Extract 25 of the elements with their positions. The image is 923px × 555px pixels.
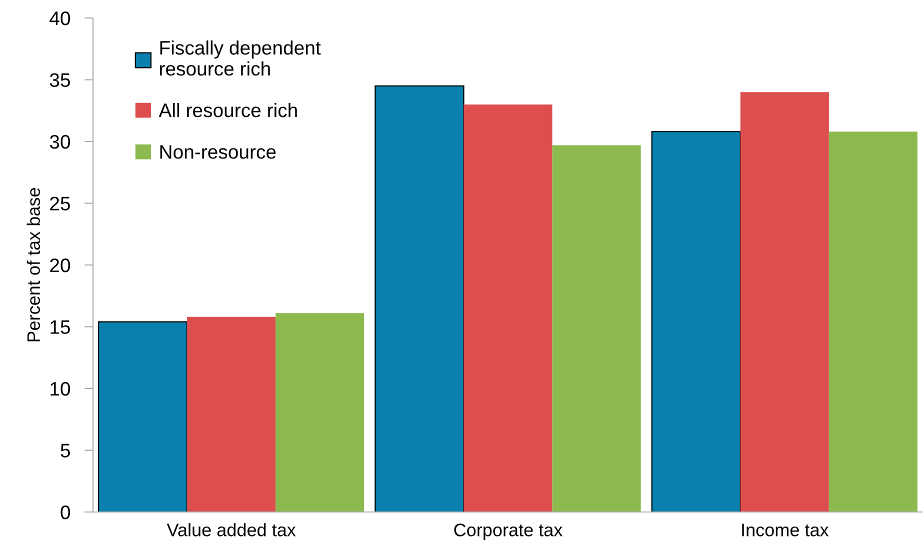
y-tick-label: 25 bbox=[50, 196, 70, 210]
y-tick-label: 30 bbox=[50, 134, 70, 149]
legend-label: Non-resource bbox=[160, 145, 276, 159]
y-tick-label: 10 bbox=[50, 382, 70, 396]
x-tick-label: Income tax bbox=[742, 524, 829, 536]
y-tick-label: 5 bbox=[60, 444, 70, 458]
bar bbox=[98, 321, 188, 512]
bar bbox=[740, 92, 829, 512]
y-tick-label: 20 bbox=[50, 258, 70, 272]
y-axis-title: Percent of tax base bbox=[26, 188, 40, 342]
bar bbox=[276, 313, 364, 512]
bar bbox=[187, 316, 276, 512]
legend-label: All resource rich bbox=[158, 102, 297, 118]
x-tick-label: Value added tax bbox=[166, 523, 296, 536]
bar bbox=[828, 132, 918, 512]
x-tick-label: Corporate tax bbox=[454, 524, 563, 540]
y-tick-label: 0 bbox=[60, 505, 70, 520]
y-tick-label: 40 bbox=[50, 11, 70, 26]
legend-label: Fiscally dependent resource rich bbox=[160, 40, 321, 76]
bar bbox=[374, 85, 464, 512]
y-tick-label: 35 bbox=[50, 73, 70, 87]
bar bbox=[552, 145, 641, 512]
y-tick-label: 15 bbox=[50, 320, 70, 334]
bar bbox=[651, 131, 741, 512]
bar bbox=[464, 104, 552, 512]
